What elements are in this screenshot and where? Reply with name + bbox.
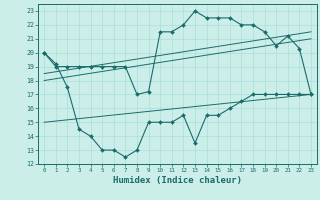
X-axis label: Humidex (Indice chaleur): Humidex (Indice chaleur): [113, 176, 242, 185]
